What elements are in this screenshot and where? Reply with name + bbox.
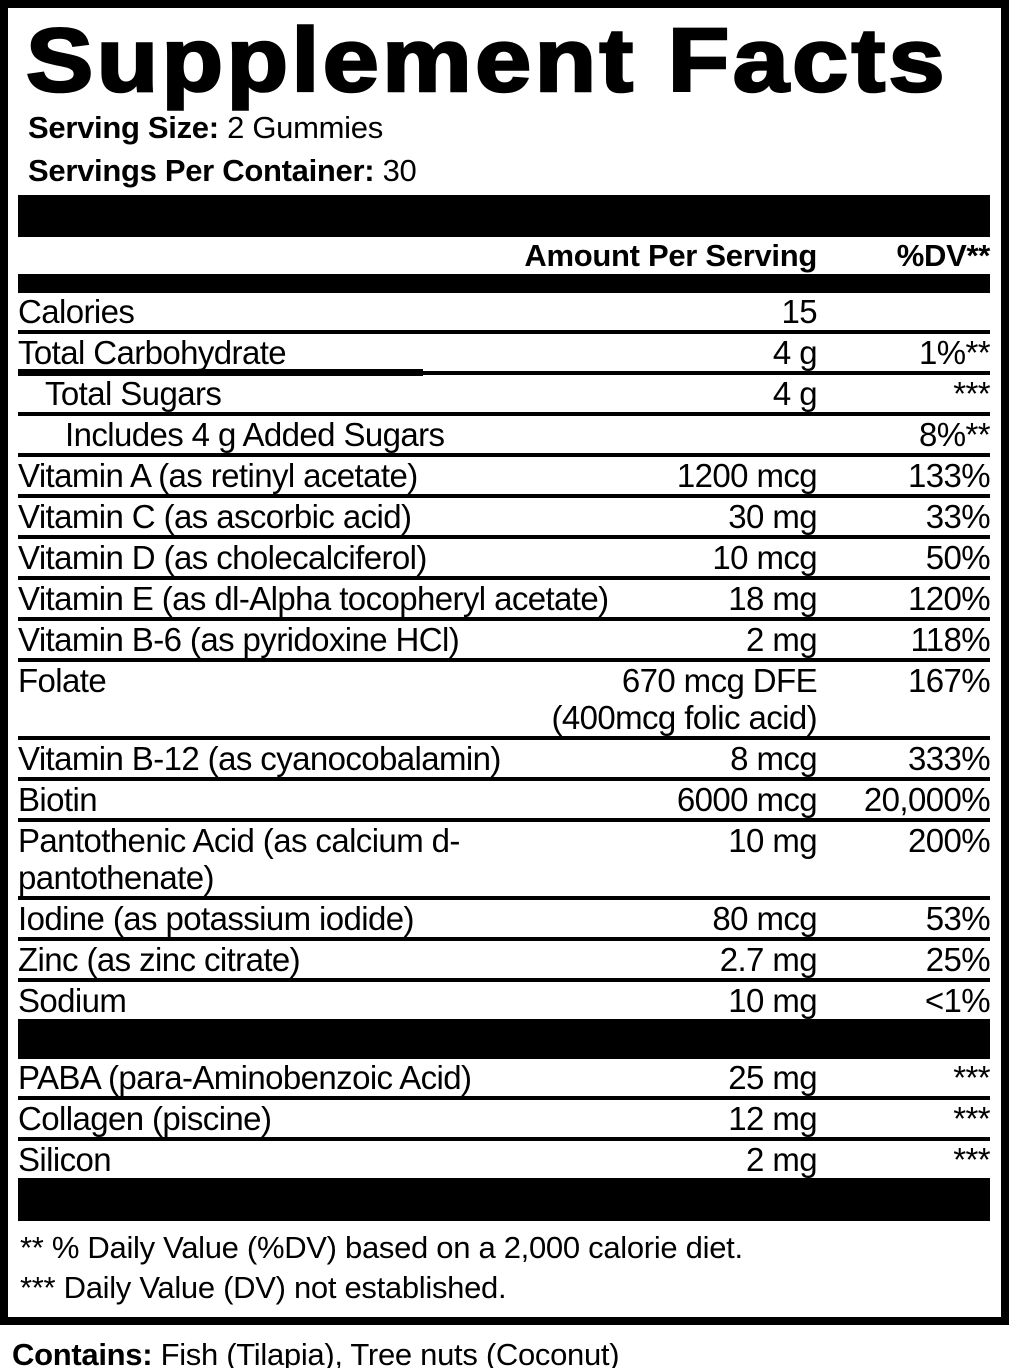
nutrient-dv: 333%	[907, 740, 991, 777]
thick-divider-bar-middle	[18, 1019, 990, 1059]
nutrient-amount: 4 g	[772, 375, 818, 412]
nutrient-name: Vitamin B-6 (as pyridoxine HCl)	[18, 621, 460, 658]
nutrient-name: Total Carbohydrate	[18, 334, 287, 371]
nutrient-amount: 2 mg	[746, 1141, 818, 1178]
servings-per-container-label: Servings Per Container:	[28, 153, 375, 188]
thin-divider-bar-header	[18, 274, 990, 293]
nutrient-name: Vitamin C (as ascorbic acid)	[18, 498, 412, 535]
serving-size-label: Serving Size:	[28, 110, 219, 145]
nutrient-amount: 2 mg	[746, 621, 818, 658]
nutrient-amount: 10 mg	[728, 982, 817, 1019]
nutrient-amount: 2.7 mg	[719, 941, 818, 978]
nutrient-dv: 200%	[907, 822, 991, 859]
table-row: Total Sugars 4 g ***	[18, 371, 991, 412]
nutrient-amount: 10 mcg	[712, 539, 817, 576]
table-row: PABA (para-Aminobenzoic Acid) 25 mg ***	[18, 1059, 991, 1096]
nutrient-dv: ***	[953, 375, 990, 412]
contains-label: Contains:	[12, 1337, 153, 1368]
table-row: Vitamin C (as ascorbic acid) 30 mg 33%	[18, 494, 991, 535]
nutrient-amount: 12 mg	[728, 1100, 817, 1137]
nutrient-name: PABA (para-Aminobenzoic Acid)	[18, 1059, 472, 1096]
table-row: Includes 4 g Added Sugars 8%**	[18, 412, 991, 453]
nutrient-dv: ***	[953, 1141, 990, 1178]
nutrient-name: Total Sugars	[45, 375, 222, 412]
footnote-dv-not-established: *** Daily Value (DV) not established.	[20, 1270, 507, 1305]
other-ingredient-rows: PABA (para-Aminobenzoic Acid) 25 mg *** Col…	[18, 1059, 991, 1178]
nutrient-name: Vitamin A (as retinyl acetate)	[18, 457, 418, 494]
servings-per-container-value: 30	[382, 153, 417, 188]
serving-size-line: Serving Size: 2 Gummies	[28, 106, 990, 149]
table-row: Silicon 2 mg ***	[18, 1137, 991, 1178]
servings-per-container-line: Servings Per Container: 30	[28, 149, 990, 192]
nutrient-amount: 6000 mcg	[676, 781, 818, 818]
nutrient-amount-line2: (400mcg folic acid)	[551, 699, 817, 736]
nutrient-name: Calories	[18, 293, 135, 330]
table-row: Vitamin B-12 (as cyanocobalamin) 8 mcg 333…	[18, 736, 991, 777]
nutrient-name: Folate	[18, 662, 107, 699]
nutrient-rows: Calories 15 Total Carbohydrate 4 g 1%** Total…	[18, 293, 991, 1019]
table-row: Folate 670 mcg DFE 167% (400mcg folic acid)	[18, 658, 991, 736]
nutrient-dv: 33%	[925, 498, 991, 535]
nutrient-dv: 118%	[910, 621, 990, 658]
nutrient-dv: 53%	[925, 900, 991, 937]
nutrient-amount: 670 mcg DFE	[621, 662, 818, 699]
table-row: Calories 15	[18, 293, 990, 330]
nutrient-amount: 10 mg	[728, 822, 817, 859]
table-row: Vitamin D (as cholecalciferol) 10 mcg 50%	[18, 535, 991, 576]
nutrient-name: Vitamin D (as cholecalciferol)	[18, 539, 427, 576]
nutrient-dv: 133%	[907, 457, 991, 494]
nutrient-dv: ***	[953, 1100, 990, 1137]
footnotes: ** % Daily Value (%DV) based on a 2,000 …	[18, 1221, 990, 1317]
table-row: Vitamin B-6 (as pyridoxine HCl) 2 mg 118%	[18, 617, 991, 658]
nutrient-name: Vitamin E (as dl-Alpha tocopheryl acetat…	[18, 580, 609, 617]
nutrient-amount: 1200 mcg	[676, 457, 818, 494]
nutrient-dv: 1%**	[919, 334, 991, 371]
nutrient-name: Silicon	[18, 1141, 112, 1178]
supplement-facts-panel: Supplement Facts Serving Size: 2 Gummies…	[0, 0, 1009, 1325]
nutrient-dv: 120%	[907, 580, 991, 617]
nutrient-dv: ***	[953, 1059, 990, 1096]
nutrient-name: Pantothenic Acid (as calcium d-pantothen…	[18, 822, 460, 896]
table-row: Vitamin A (as retinyl acetate) 1200 mcg 13…	[18, 453, 991, 494]
nutrient-name: Vitamin B-12 (as cyanocobalamin)	[18, 740, 501, 777]
percent-dv-header: %DV**	[896, 238, 991, 273]
table-row: Total Carbohydrate 4 g 1%**	[18, 330, 991, 376]
nutrient-amount: 30 mg	[728, 498, 817, 535]
contains-line: Contains: Fish (Tilapia), Tree nuts (Coc…	[12, 1336, 1009, 1368]
table-row: Zinc (as zinc citrate) 2.7 mg 25%	[18, 937, 991, 978]
table-row: Sodium 10 mg <1%	[18, 978, 991, 1019]
serving-size-value: 2 Gummies	[227, 110, 383, 145]
nutrient-amount: 80 mcg	[712, 900, 817, 937]
nutrient-amount: 25 mg	[728, 1059, 817, 1096]
footnote-daily-value: ** % Daily Value (%DV) based on a 2,000 …	[20, 1230, 743, 1265]
contains-value: Fish (Tilapia), Tree nuts (Coconut)	[160, 1337, 620, 1368]
nutrient-name: Biotin	[18, 781, 98, 818]
nutrient-dv: <1%	[924, 982, 991, 1019]
nutrient-dv: 167%	[907, 662, 991, 699]
nutrient-dv: 20,000%	[863, 781, 991, 818]
nutrient-amount: 18 mg	[728, 580, 817, 617]
panel-title: Supplement Facts	[25, 11, 948, 111]
nutrient-name: Includes 4 g Added Sugars	[65, 416, 445, 453]
table-row: Collagen (piscine) 12 mg ***	[18, 1096, 991, 1137]
nutrient-amount: 4 g	[772, 334, 818, 371]
table-row: Iodine (as potassium iodide) 80 mcg 53%	[18, 896, 991, 937]
nutrient-amount: 8 mcg	[730, 740, 817, 777]
thick-divider-bar-bottom	[18, 1178, 990, 1221]
table-row: Pantothenic Acid (as calcium d-pantothen…	[18, 818, 991, 896]
column-header-row: Amount Per Serving %DV**	[18, 237, 990, 274]
nutrient-dv: 8%**	[919, 416, 991, 453]
thick-divider-bar-top	[18, 195, 990, 237]
nutrient-name: Collagen (piscine)	[18, 1100, 272, 1137]
nutrient-dv: 25%	[925, 941, 991, 978]
table-row: Vitamin E (as dl-Alpha tocopheryl acetat…	[18, 576, 991, 617]
table-row: Biotin 6000 mcg 20,000%	[18, 777, 991, 818]
nutrient-amount: 15	[781, 293, 817, 330]
nutrient-dv: 50%	[925, 539, 991, 576]
nutrient-name: Zinc (as zinc citrate)	[18, 941, 301, 978]
nutrient-name: Iodine (as potassium iodide)	[18, 900, 415, 937]
amount-per-serving-header: Amount Per Serving	[524, 238, 817, 273]
nutrient-name: Sodium	[18, 982, 127, 1019]
